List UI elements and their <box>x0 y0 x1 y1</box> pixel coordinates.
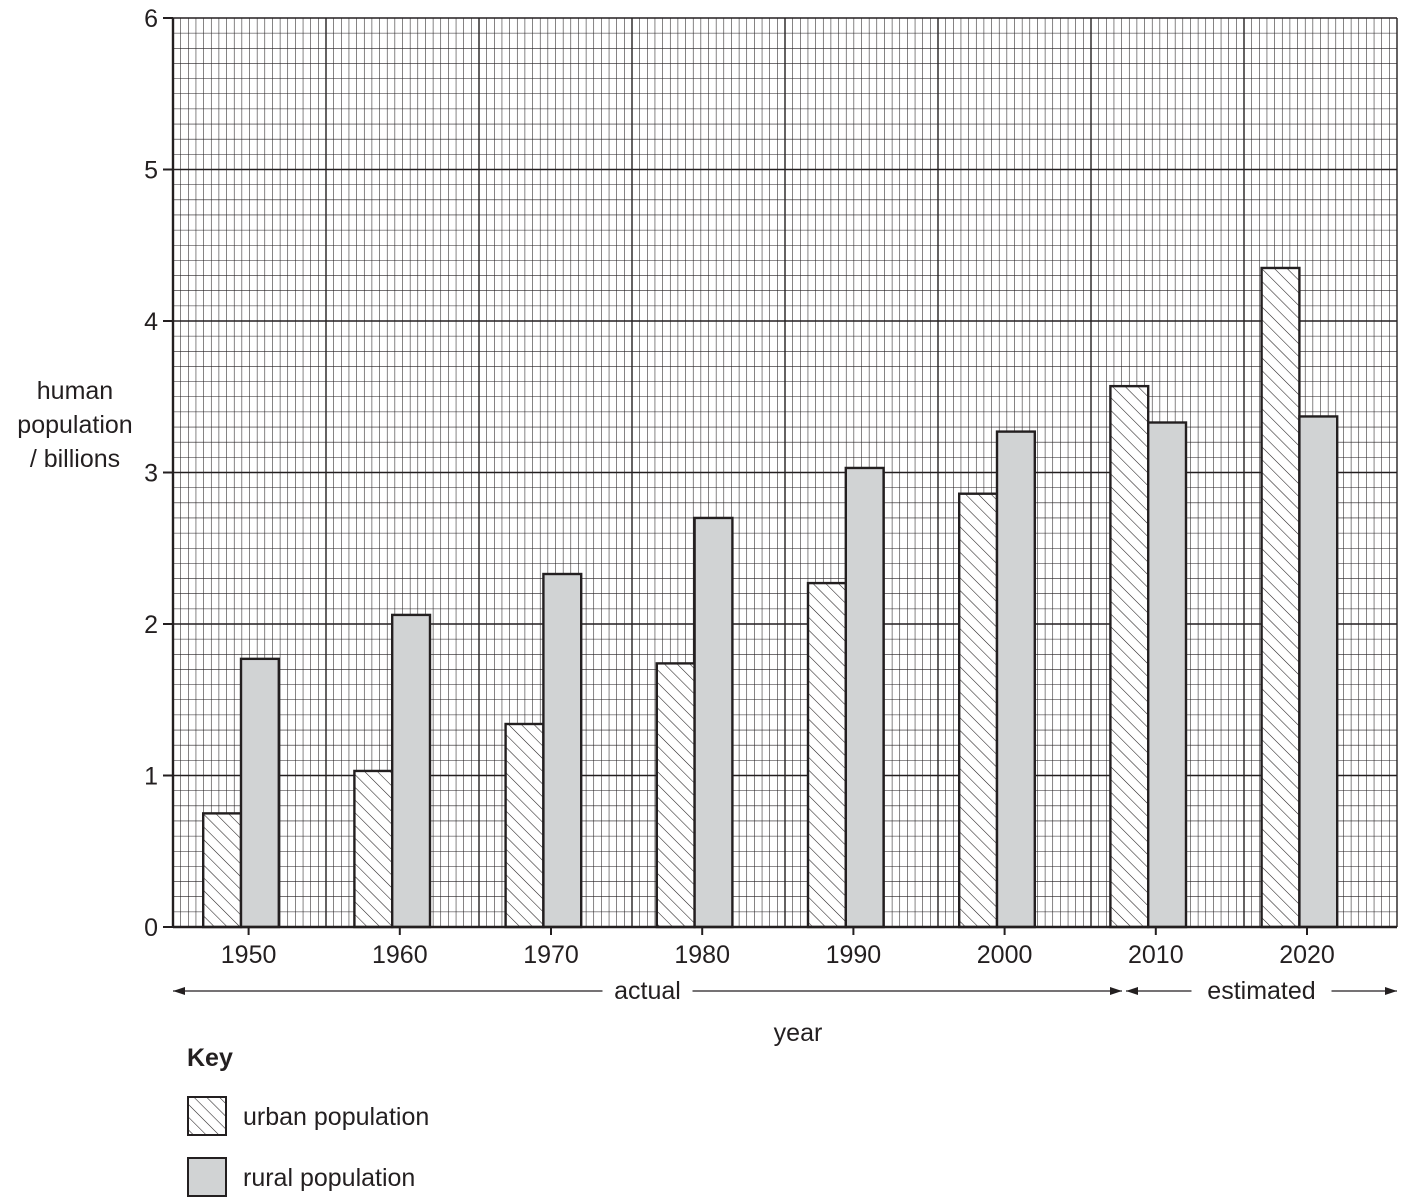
bar-urban-1960 <box>353 769 394 929</box>
bar-rural-2000 <box>995 430 1036 929</box>
y-axis-label-line-1: human <box>37 377 113 405</box>
legend-label-urban: urban population <box>243 1103 429 1131</box>
period-actual-arrowhead-left <box>173 987 185 995</box>
bars <box>201 266 1339 929</box>
bar-rural-2020 <box>1298 415 1339 929</box>
bar-urban-2000 <box>958 492 999 929</box>
bar-urban-1950 <box>201 812 243 929</box>
y-tick-label: 2 <box>144 611 158 639</box>
x-tick-label: 1970 <box>523 941 579 969</box>
bar-rural-1970 <box>542 572 583 929</box>
bar-rural-1950 <box>239 657 280 929</box>
legend-swatch-rural <box>187 1157 227 1197</box>
y-tick-label: 4 <box>144 308 158 336</box>
x-tick-label: 2000 <box>977 941 1033 969</box>
period-estimated-label: estimated <box>1207 977 1315 1005</box>
y-tick-label: 6 <box>144 5 158 33</box>
y-tick-label: 3 <box>144 460 158 488</box>
bar-urban-1970 <box>504 722 545 929</box>
y-tick-label: 0 <box>144 914 158 942</box>
axes: 0123456195019601970198019902000201020202… <box>144 5 1397 969</box>
period-arrows: actual estimated <box>173 977 1397 1005</box>
period-actual-label: actual <box>614 977 681 1005</box>
period-estimated-arrowhead-left <box>1126 987 1138 995</box>
legend-label-rural: rural population <box>243 1164 415 1192</box>
x-tick-label: 2010 <box>1128 941 1184 969</box>
y-tick-label: 1 <box>144 763 158 791</box>
bar-rural-1980 <box>693 516 734 929</box>
x-tick-label: 1990 <box>826 941 882 969</box>
legend-title: Key <box>187 1044 233 1072</box>
period-estimated-arrowhead-right <box>1385 987 1397 995</box>
bar-urban-1990 <box>806 581 847 929</box>
x-tick-label: 1950 <box>221 941 277 969</box>
legend-swatch-urban <box>187 1096 227 1136</box>
bar-urban-1980 <box>655 662 696 929</box>
bar-rural-1960 <box>391 613 432 929</box>
bar-urban-2020 <box>1260 266 1301 929</box>
bar-rural-2010 <box>1146 421 1188 929</box>
y-tick-label: 5 <box>144 157 158 185</box>
x-tick-label: 1960 <box>372 941 428 969</box>
y-axis-label-line-3: / billions <box>30 445 120 473</box>
labels: human population / billions year <box>17 377 822 1047</box>
legend: Key urban population rural population <box>187 1044 429 1197</box>
bar-rural-1990 <box>844 466 885 929</box>
period-actual-arrowhead-right <box>1110 987 1122 995</box>
y-axis-label-line-2: population <box>17 411 132 439</box>
x-tick-label: 2020 <box>1279 941 1335 969</box>
x-tick-label: 1980 <box>674 941 730 969</box>
x-axis-label: year <box>774 1019 823 1047</box>
bar-urban-2010 <box>1109 384 1150 929</box>
